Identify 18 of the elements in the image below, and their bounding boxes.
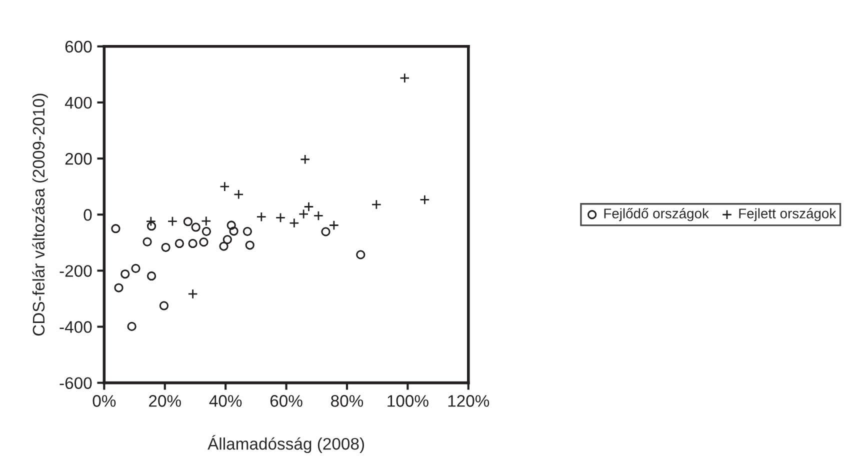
y-tick-label: -400 [60,321,92,333]
y-axis-title: CDS-felár változása (2009-2010) [32,94,48,336]
y-tick-label: 600 [65,40,92,53]
x-tick-label: 120% [448,395,490,407]
y-tick-label: -200 [60,265,92,277]
y-tick-label: 200 [65,152,92,165]
x-tick-label: 80% [331,395,364,407]
x-tick-label: 60% [270,395,302,407]
y-tick-label: 0 [84,209,92,221]
legend-label: Fejlett országok [739,208,836,222]
x-tick-label: 20% [149,395,181,407]
y-tick-label: 400 [64,96,92,109]
x-tick-label: 0% [92,395,116,407]
x-tick-label: 100% [388,395,428,407]
x-axis-title: Államadósság (2008) [208,435,364,454]
legend-label: Fejlődő országok [604,208,709,222]
x-tick-label: 40% [209,395,242,407]
y-tick-label: -600 [60,377,92,390]
